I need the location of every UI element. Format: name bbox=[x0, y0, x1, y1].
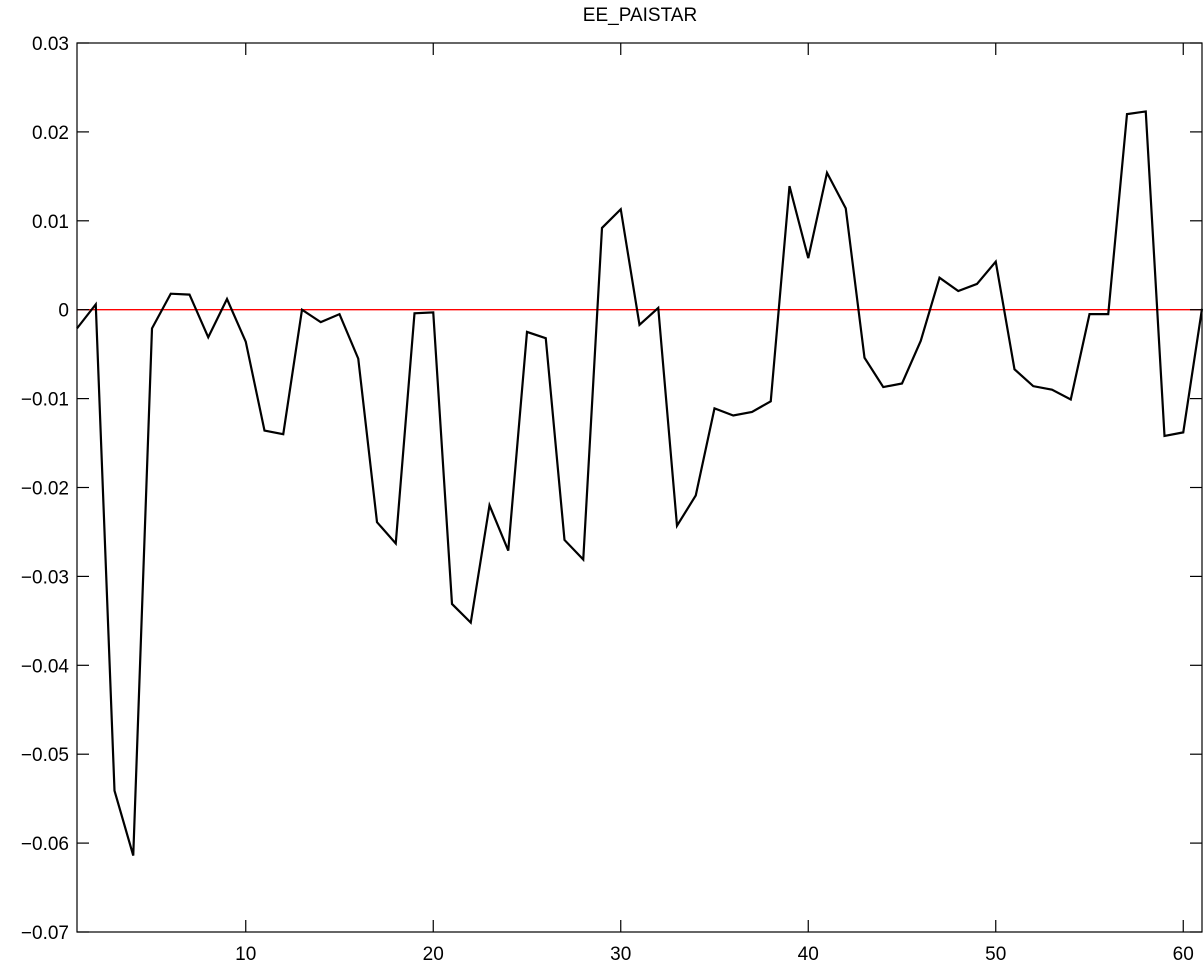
x-tick-label: 20 bbox=[423, 944, 444, 965]
chart-title: EE_PAISTAR bbox=[583, 5, 697, 26]
x-tick-label: 10 bbox=[235, 944, 256, 965]
y-tick-label: −0.02 bbox=[21, 479, 69, 500]
y-tick-label: −0.01 bbox=[21, 390, 69, 411]
series-line-0 bbox=[76, 110, 1203, 856]
series-layer bbox=[76, 110, 1203, 856]
y-tick-label: −0.05 bbox=[21, 745, 69, 766]
x-tick-label: 40 bbox=[798, 944, 819, 965]
x-tick-label: 60 bbox=[1173, 944, 1194, 965]
x-tick-label: 50 bbox=[985, 944, 1006, 965]
y-tick-label: 0.03 bbox=[32, 34, 69, 55]
y-tick-label: −0.07 bbox=[21, 923, 69, 944]
y-tick-label: −0.06 bbox=[21, 834, 69, 855]
plot-area bbox=[77, 43, 1202, 932]
y-tick-label: −0.03 bbox=[21, 567, 69, 588]
x-tick-label: 30 bbox=[610, 944, 631, 965]
y-tick-label: −0.04 bbox=[21, 656, 70, 677]
axes-layer: 0.03 0.02 0.01 0 −0.01 −0.02 −0.03 −0.04 −0.05 −0… bbox=[21, 34, 1203, 965]
y-tick-label: 0.01 bbox=[32, 212, 69, 233]
plot-background bbox=[77, 43, 1202, 932]
y-tick-label: 0.02 bbox=[32, 123, 69, 144]
y-tick-label: 0 bbox=[58, 301, 69, 322]
